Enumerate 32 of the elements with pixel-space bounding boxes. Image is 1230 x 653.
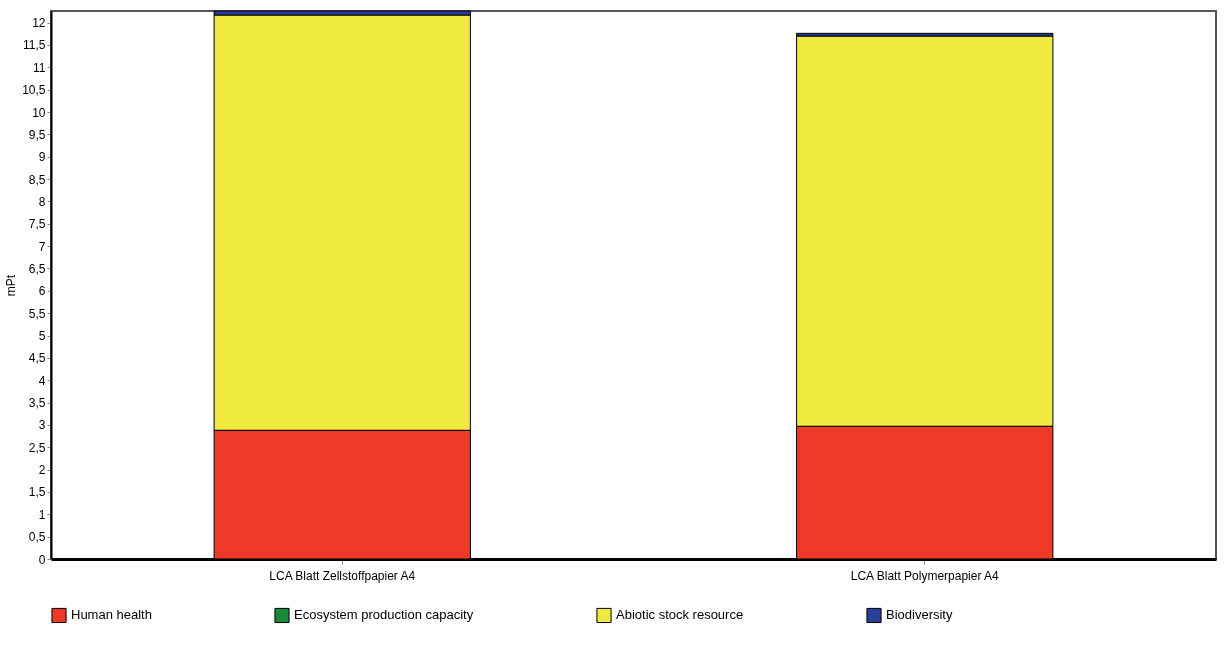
y-tick-label: 11,5 (23, 38, 46, 53)
y-tick-label: 10,5 (22, 83, 46, 98)
y-axis-title: mPt (4, 274, 19, 297)
y-tick-label: 11 (33, 60, 46, 75)
y-tick-label: 6 (38, 284, 46, 299)
y-tick-label: 8,5 (28, 172, 46, 187)
y-tick-label: 0,5 (28, 530, 46, 545)
y-tick-label: 10 (32, 105, 46, 120)
x-tick-label: LCA Blatt Polymerpapier A4 (850, 568, 1000, 583)
y-tick-label: 2,5 (28, 440, 46, 455)
legend-label: Biodiversity (886, 607, 953, 623)
legend-label: Human health (71, 607, 152, 623)
y-tick-label: 1 (38, 507, 46, 522)
y-tick-label: 5 (38, 329, 46, 344)
legend-label: Abiotic stock resource (616, 607, 744, 623)
y-tick-label: 2 (38, 463, 46, 478)
y-tick-label: 8 (38, 194, 46, 209)
y-tick-label: 7,5 (28, 217, 46, 232)
y-tick-label: 7 (38, 239, 46, 254)
y-tick-label: 1,5 (28, 485, 46, 500)
x-tick-label: LCA Blatt Zellstoffpapier A4 (269, 568, 416, 583)
y-tick-label: 0 (38, 552, 46, 567)
y-tick-label: 3,5 (28, 396, 46, 411)
legend-label: Ecosystem production capacity (294, 607, 474, 623)
y-tick-label: 4,5 (28, 351, 46, 366)
y-tick-label: 4 (38, 373, 46, 388)
y-tick-label: 9,5 (28, 127, 46, 142)
y-tick-label: 12 (32, 16, 46, 31)
y-tick-label: 3 (38, 418, 46, 433)
y-tick-label: 5,5 (28, 306, 46, 321)
y-tick-label: 9 (38, 150, 46, 165)
y-tick-label: 6,5 (28, 261, 46, 276)
